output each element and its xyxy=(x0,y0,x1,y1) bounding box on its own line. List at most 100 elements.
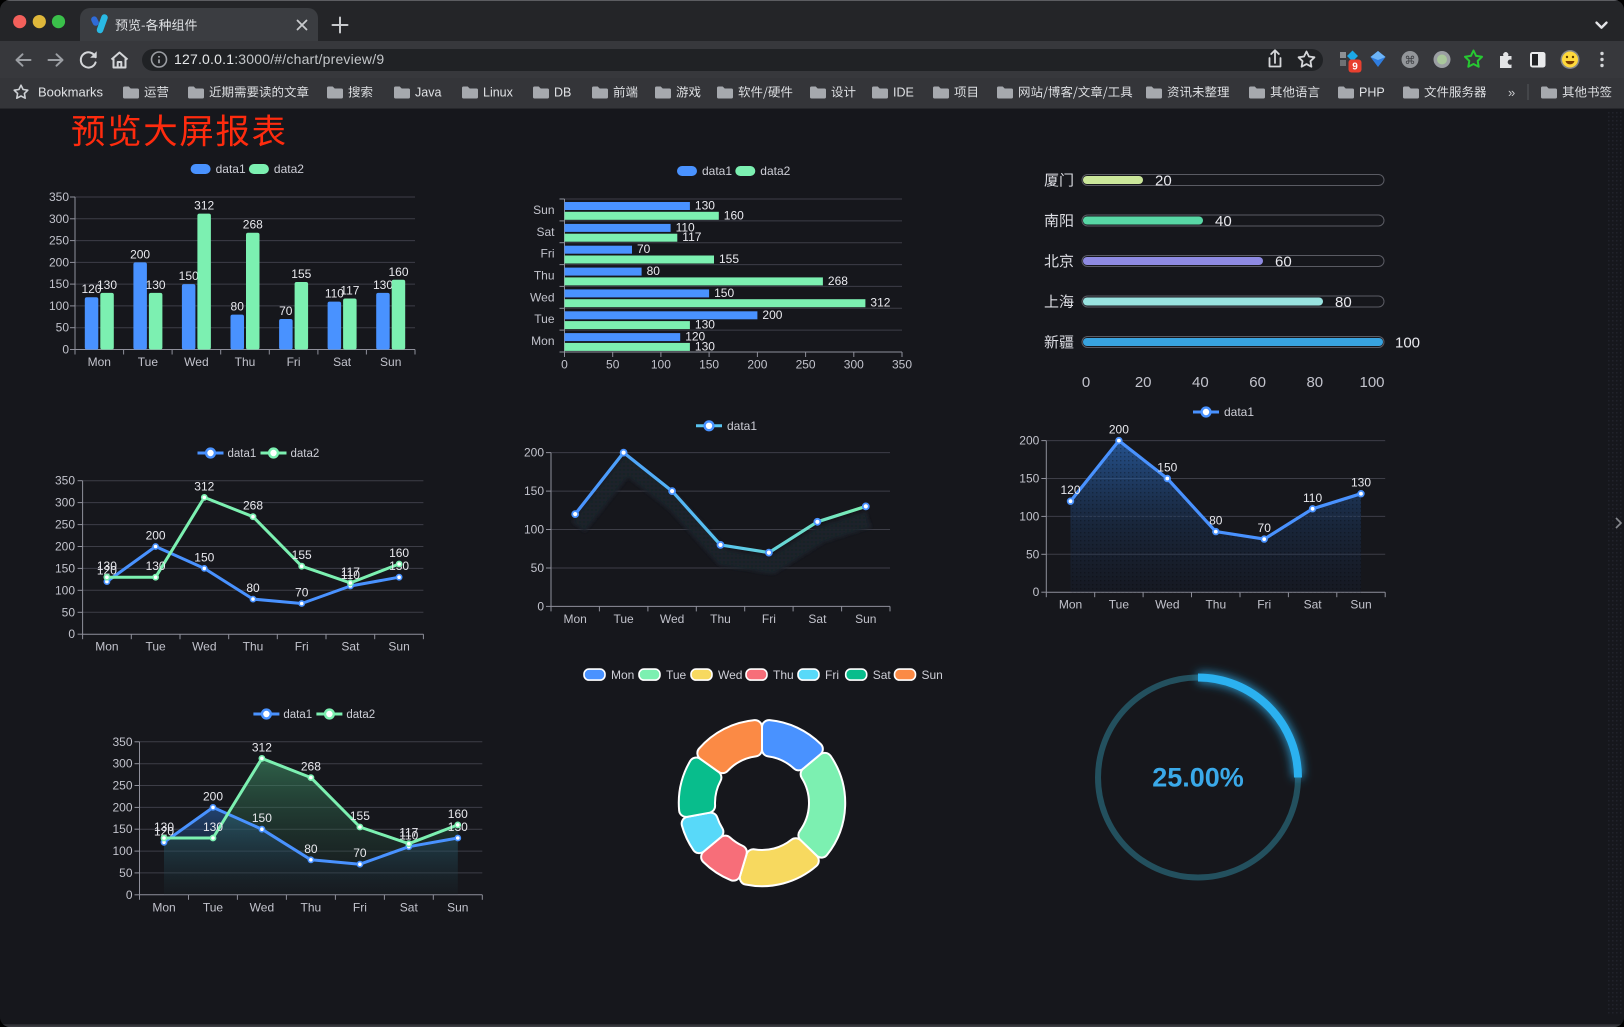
svg-text:Sun: Sun xyxy=(922,668,943,682)
svg-text:200: 200 xyxy=(146,529,166,543)
svg-text:130: 130 xyxy=(695,339,715,353)
svg-text:250: 250 xyxy=(55,518,75,532)
svg-text:20: 20 xyxy=(1155,173,1172,190)
svg-text:Mon: Mon xyxy=(1059,598,1082,612)
svg-text:120: 120 xyxy=(154,824,174,838)
svg-text:Sun: Sun xyxy=(447,900,468,914)
svg-text:200: 200 xyxy=(524,446,544,460)
svg-text:Wed: Wed xyxy=(530,290,554,304)
svg-text:PHP: PHP xyxy=(1359,86,1385,100)
svg-text:0: 0 xyxy=(126,888,133,902)
svg-text:Fri: Fri xyxy=(287,355,301,369)
svg-text:Sun: Sun xyxy=(380,355,401,369)
svg-text:312: 312 xyxy=(252,740,272,754)
svg-text:80: 80 xyxy=(1306,374,1323,391)
svg-text:100: 100 xyxy=(1395,335,1420,352)
svg-text:80: 80 xyxy=(647,264,661,278)
svg-text:Fri: Fri xyxy=(295,640,309,654)
svg-text:200: 200 xyxy=(112,800,132,814)
svg-text:130: 130 xyxy=(97,278,117,292)
svg-text:70: 70 xyxy=(295,586,309,600)
svg-text:50: 50 xyxy=(62,605,76,619)
svg-text:120: 120 xyxy=(81,282,101,296)
svg-text:160: 160 xyxy=(389,546,409,560)
svg-text:Thu: Thu xyxy=(710,612,731,626)
svg-text:155: 155 xyxy=(719,252,739,266)
svg-text:70: 70 xyxy=(279,304,293,318)
svg-text:data1: data1 xyxy=(216,162,246,176)
svg-text:200: 200 xyxy=(55,540,75,554)
svg-text:Sun: Sun xyxy=(1350,598,1371,612)
svg-text:130: 130 xyxy=(154,820,174,834)
svg-text:120: 120 xyxy=(685,330,705,344)
svg-text:data1: data1 xyxy=(727,419,757,433)
svg-text:data2: data2 xyxy=(291,448,320,460)
svg-text:Wed: Wed xyxy=(192,640,216,654)
svg-text:100: 100 xyxy=(524,523,544,537)
svg-text:Tue: Tue xyxy=(666,668,687,682)
svg-text:150: 150 xyxy=(49,277,69,291)
svg-text:150: 150 xyxy=(1157,461,1177,475)
svg-text:Tue: Tue xyxy=(534,312,555,326)
svg-text:80: 80 xyxy=(1209,514,1223,528)
svg-text:Sun: Sun xyxy=(388,640,409,654)
svg-text:Wed: Wed xyxy=(184,355,208,369)
svg-text:80: 80 xyxy=(1335,294,1352,311)
svg-text:300: 300 xyxy=(844,358,864,372)
svg-text:130: 130 xyxy=(203,820,223,834)
svg-text:200: 200 xyxy=(49,255,69,269)
svg-text:Bookmarks: Bookmarks xyxy=(38,85,104,100)
svg-text:Thu: Thu xyxy=(773,668,794,682)
svg-text:data2: data2 xyxy=(274,162,304,176)
svg-text:Thu: Thu xyxy=(235,355,256,369)
svg-text:70: 70 xyxy=(353,846,367,860)
svg-text:40: 40 xyxy=(1192,374,1209,391)
svg-text:Tue: Tue xyxy=(145,640,166,654)
svg-text:25.00%: 25.00% xyxy=(1152,763,1244,793)
svg-text:Linux: Linux xyxy=(483,86,514,100)
svg-text:50: 50 xyxy=(56,321,70,335)
svg-text:Mon: Mon xyxy=(95,640,118,654)
svg-text:200: 200 xyxy=(130,247,150,261)
svg-text:150: 150 xyxy=(714,286,734,300)
svg-text:300: 300 xyxy=(49,212,69,226)
svg-text:50: 50 xyxy=(531,561,545,575)
svg-text:Mon: Mon xyxy=(564,612,587,626)
svg-text:350: 350 xyxy=(49,190,69,204)
svg-text:200: 200 xyxy=(762,308,782,322)
svg-text:Tue: Tue xyxy=(138,355,159,369)
svg-text:DB: DB xyxy=(554,86,571,100)
svg-text:Thu: Thu xyxy=(301,900,322,914)
svg-text:Sat: Sat xyxy=(1304,598,1323,612)
svg-text:200: 200 xyxy=(1109,423,1129,437)
svg-text:110: 110 xyxy=(1303,491,1322,505)
svg-text:Sat: Sat xyxy=(341,640,360,654)
svg-text:9: 9 xyxy=(1352,62,1358,73)
svg-text:Sun: Sun xyxy=(533,203,554,217)
svg-text:0: 0 xyxy=(68,627,75,641)
svg-text:Wed: Wed xyxy=(1155,598,1179,612)
svg-text:250: 250 xyxy=(49,234,69,248)
svg-text:312: 312 xyxy=(870,296,890,310)
svg-text:268: 268 xyxy=(243,499,263,513)
svg-text:Sun: Sun xyxy=(855,612,876,626)
svg-text:155: 155 xyxy=(291,267,311,281)
svg-text:117: 117 xyxy=(341,565,360,579)
svg-text:Fri: Fri xyxy=(1257,598,1271,612)
svg-text:155: 155 xyxy=(350,809,370,823)
svg-text:40: 40 xyxy=(1215,213,1232,230)
svg-text:Tue: Tue xyxy=(1109,598,1130,612)
svg-text:60: 60 xyxy=(1249,374,1266,391)
svg-text:data1: data1 xyxy=(702,164,732,178)
svg-text:data1: data1 xyxy=(283,709,312,721)
svg-text:Tue: Tue xyxy=(613,612,634,626)
svg-text:350: 350 xyxy=(892,358,912,372)
svg-text:80: 80 xyxy=(246,581,260,595)
svg-text:Sat: Sat xyxy=(536,225,555,239)
svg-text:200: 200 xyxy=(747,358,767,372)
svg-text:IDE: IDE xyxy=(893,86,914,100)
svg-text:130: 130 xyxy=(146,559,166,573)
svg-text:200: 200 xyxy=(1019,434,1039,448)
svg-text:130: 130 xyxy=(146,278,166,292)
svg-text:data2: data2 xyxy=(760,164,790,178)
